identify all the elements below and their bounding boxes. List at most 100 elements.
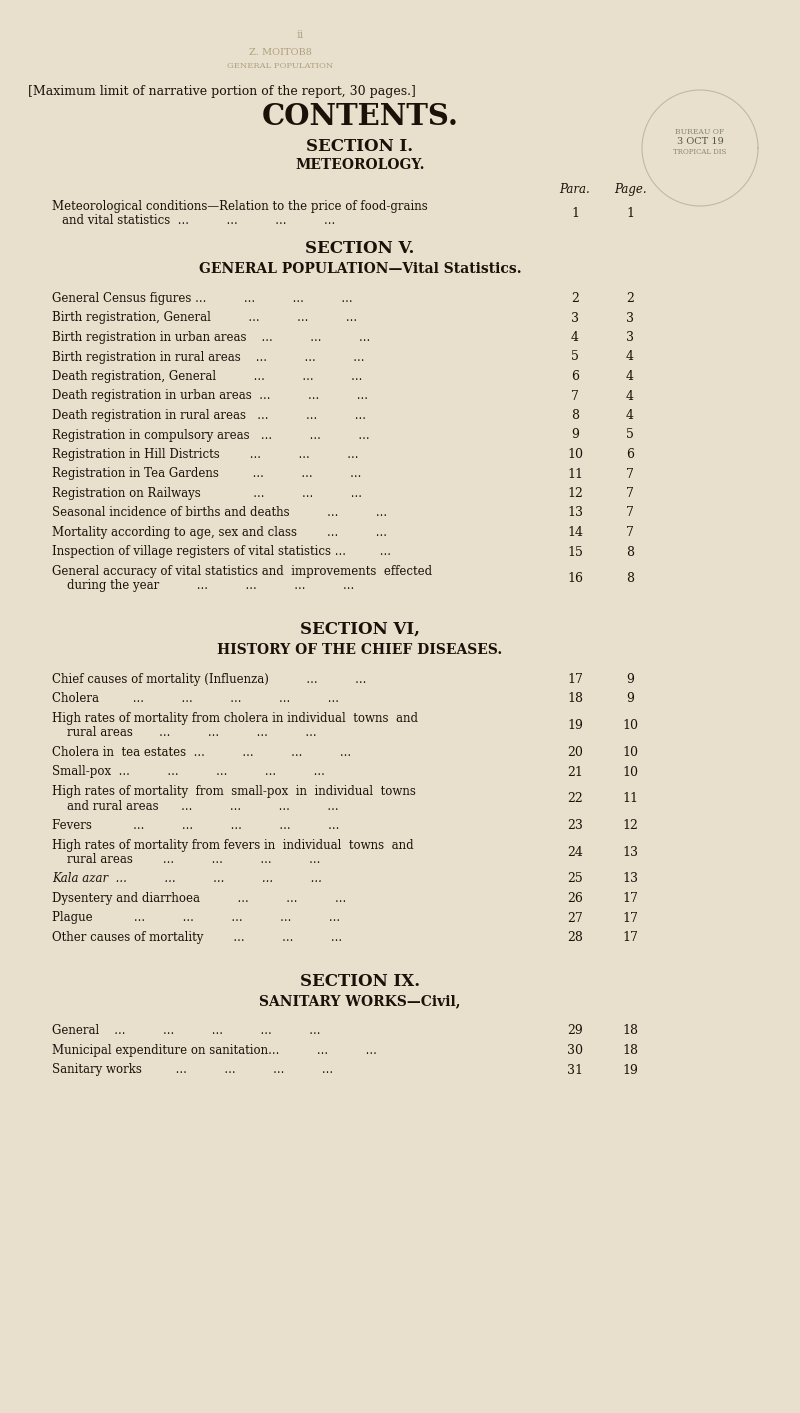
Text: High rates of mortality  from  small-pox  in  individual  towns: High rates of mortality from small-pox i… (52, 786, 416, 798)
Text: 20: 20 (567, 746, 583, 759)
Text: 15: 15 (567, 545, 583, 558)
Text: 9: 9 (571, 428, 579, 441)
Text: 23: 23 (567, 820, 583, 832)
Text: [Maximum limit of narrative portion of the report, 30 pages.]: [Maximum limit of narrative portion of t… (28, 85, 416, 97)
Text: GENERAL POPULATION: GENERAL POPULATION (227, 62, 333, 71)
Text: SECTION IX.: SECTION IX. (300, 972, 420, 989)
Text: 8: 8 (571, 408, 579, 422)
Text: Death registration, General          ...          ...          ...: Death registration, General ... ... ... (52, 370, 362, 383)
Text: Death registration in urban areas  ...          ...          ...: Death registration in urban areas ... ..… (52, 390, 368, 403)
Text: 13: 13 (567, 506, 583, 520)
Text: Cholera         ...          ...          ...          ...          ...: Cholera ... ... ... ... ... (52, 692, 339, 705)
Text: 4: 4 (626, 370, 634, 383)
Text: 11: 11 (567, 468, 583, 480)
Text: BUREAU OF: BUREAU OF (675, 129, 725, 136)
Text: 1: 1 (571, 206, 579, 220)
Text: SECTION V.: SECTION V. (306, 240, 414, 257)
Text: 3: 3 (626, 311, 634, 325)
Text: 16: 16 (567, 572, 583, 585)
Text: 7: 7 (626, 487, 634, 500)
Text: CONTENTS.: CONTENTS. (262, 102, 458, 131)
Text: 8: 8 (626, 572, 634, 585)
Text: Birth registration in urban areas    ...          ...          ...: Birth registration in urban areas ... ..… (52, 331, 370, 343)
Text: Meteorological conditions—Relation to the price of food-grains: Meteorological conditions—Relation to th… (52, 201, 428, 213)
Text: HISTORY OF THE CHIEF DISEASES.: HISTORY OF THE CHIEF DISEASES. (218, 643, 502, 657)
Text: 29: 29 (567, 1024, 583, 1037)
Text: Seasonal incidence of births and deaths          ...          ...: Seasonal incidence of births and deaths … (52, 506, 387, 520)
Text: 18: 18 (567, 692, 583, 705)
Text: Death registration in rural areas   ...          ...          ...: Death registration in rural areas ... ..… (52, 408, 366, 422)
Text: Para.: Para. (560, 184, 590, 196)
Text: 18: 18 (622, 1024, 638, 1037)
Text: 17: 17 (622, 892, 638, 904)
Text: 4: 4 (626, 350, 634, 363)
Text: 13: 13 (622, 872, 638, 886)
Text: 21: 21 (567, 766, 583, 779)
Text: Registration in compulsory areas   ...          ...          ...: Registration in compulsory areas ... ...… (52, 428, 370, 441)
Text: 9: 9 (626, 673, 634, 685)
Text: Small-pox  ...          ...          ...          ...          ...: Small-pox ... ... ... ... ... (52, 766, 325, 779)
Text: Registration in Tea Gardens         ...          ...          ...: Registration in Tea Gardens ... ... ... (52, 468, 362, 480)
Text: 19: 19 (567, 719, 583, 732)
Text: 30: 30 (567, 1044, 583, 1057)
Text: Z. MOITOB8: Z. MOITOB8 (249, 48, 311, 57)
Text: and vital statistics  ...          ...          ...          ...: and vital statistics ... ... ... ... (62, 215, 335, 227)
Text: 3: 3 (571, 311, 579, 325)
Text: SANITARY WORKS—Civil,: SANITARY WORKS—Civil, (259, 995, 461, 1009)
Text: 4: 4 (571, 331, 579, 343)
Text: 22: 22 (567, 793, 583, 805)
Text: 25: 25 (567, 872, 583, 886)
Text: Plague           ...          ...          ...          ...          ...: Plague ... ... ... ... ... (52, 911, 340, 924)
Text: Kala azar  ...          ...          ...          ...          ...: Kala azar ... ... ... ... ... (52, 872, 322, 886)
Text: Chief causes of mortality (Influenza)          ...          ...: Chief causes of mortality (Influenza) ..… (52, 673, 366, 685)
Text: High rates of mortality from cholera in individual  towns  and: High rates of mortality from cholera in … (52, 712, 418, 725)
Text: 17: 17 (622, 911, 638, 924)
Text: SECTION I.: SECTION I. (306, 138, 414, 155)
Text: ii: ii (296, 30, 304, 40)
Text: 8: 8 (626, 545, 634, 558)
Text: rural areas        ...          ...          ...          ...: rural areas ... ... ... ... (52, 853, 320, 866)
Text: 7: 7 (626, 468, 634, 480)
Text: 31: 31 (567, 1064, 583, 1077)
Text: and rural areas      ...          ...          ...          ...: and rural areas ... ... ... ... (52, 800, 338, 812)
Text: 2: 2 (626, 292, 634, 305)
Text: 7: 7 (626, 506, 634, 520)
Text: 7: 7 (626, 526, 634, 538)
Text: 3: 3 (626, 331, 634, 343)
Text: 10: 10 (622, 746, 638, 759)
Text: 10: 10 (567, 448, 583, 461)
Text: GENERAL POPULATION—Vital Statistics.: GENERAL POPULATION—Vital Statistics. (198, 261, 522, 276)
Text: 3 OCT 19: 3 OCT 19 (677, 137, 723, 146)
Text: 14: 14 (567, 526, 583, 538)
Text: Registration in Hill Districts        ...          ...          ...: Registration in Hill Districts ... ... .… (52, 448, 358, 461)
Text: 10: 10 (622, 766, 638, 779)
Text: General Census figures ...          ...          ...          ...: General Census figures ... ... ... ... (52, 292, 353, 305)
Text: 9: 9 (626, 692, 634, 705)
Text: Dysentery and diarrhoea          ...          ...          ...: Dysentery and diarrhoea ... ... ... (52, 892, 346, 904)
Text: High rates of mortality from fevers in  individual  towns  and: High rates of mortality from fevers in i… (52, 838, 414, 852)
Text: 12: 12 (622, 820, 638, 832)
Text: Birth registration, General          ...          ...          ...: Birth registration, General ... ... ... (52, 311, 357, 325)
Text: 17: 17 (567, 673, 583, 685)
Text: during the year          ...          ...          ...          ...: during the year ... ... ... ... (52, 579, 354, 592)
Text: 26: 26 (567, 892, 583, 904)
Text: 18: 18 (622, 1044, 638, 1057)
Text: 1: 1 (626, 206, 634, 220)
Text: 4: 4 (626, 390, 634, 403)
Text: 27: 27 (567, 911, 583, 924)
Text: 5: 5 (571, 350, 579, 363)
Text: 5: 5 (626, 428, 634, 441)
Text: 13: 13 (622, 845, 638, 859)
Text: General accuracy of vital statistics and  improvements  effected: General accuracy of vital statistics and… (52, 565, 432, 578)
Text: 4: 4 (626, 408, 634, 422)
Text: Cholera in  tea estates  ...          ...          ...          ...: Cholera in tea estates ... ... ... ... (52, 746, 351, 759)
Text: 6: 6 (571, 370, 579, 383)
Text: 12: 12 (567, 487, 583, 500)
Text: 17: 17 (622, 931, 638, 944)
Text: 11: 11 (622, 793, 638, 805)
Text: Municipal expenditure on sanitation...          ...          ...: Municipal expenditure on sanitation... .… (52, 1044, 377, 1057)
Text: Registration on Railways              ...          ...          ...: Registration on Railways ... ... ... (52, 487, 362, 500)
Text: Other causes of mortality        ...          ...          ...: Other causes of mortality ... ... ... (52, 931, 342, 944)
Text: 2: 2 (571, 292, 579, 305)
Text: Sanitary works         ...          ...          ...          ...: Sanitary works ... ... ... ... (52, 1064, 333, 1077)
